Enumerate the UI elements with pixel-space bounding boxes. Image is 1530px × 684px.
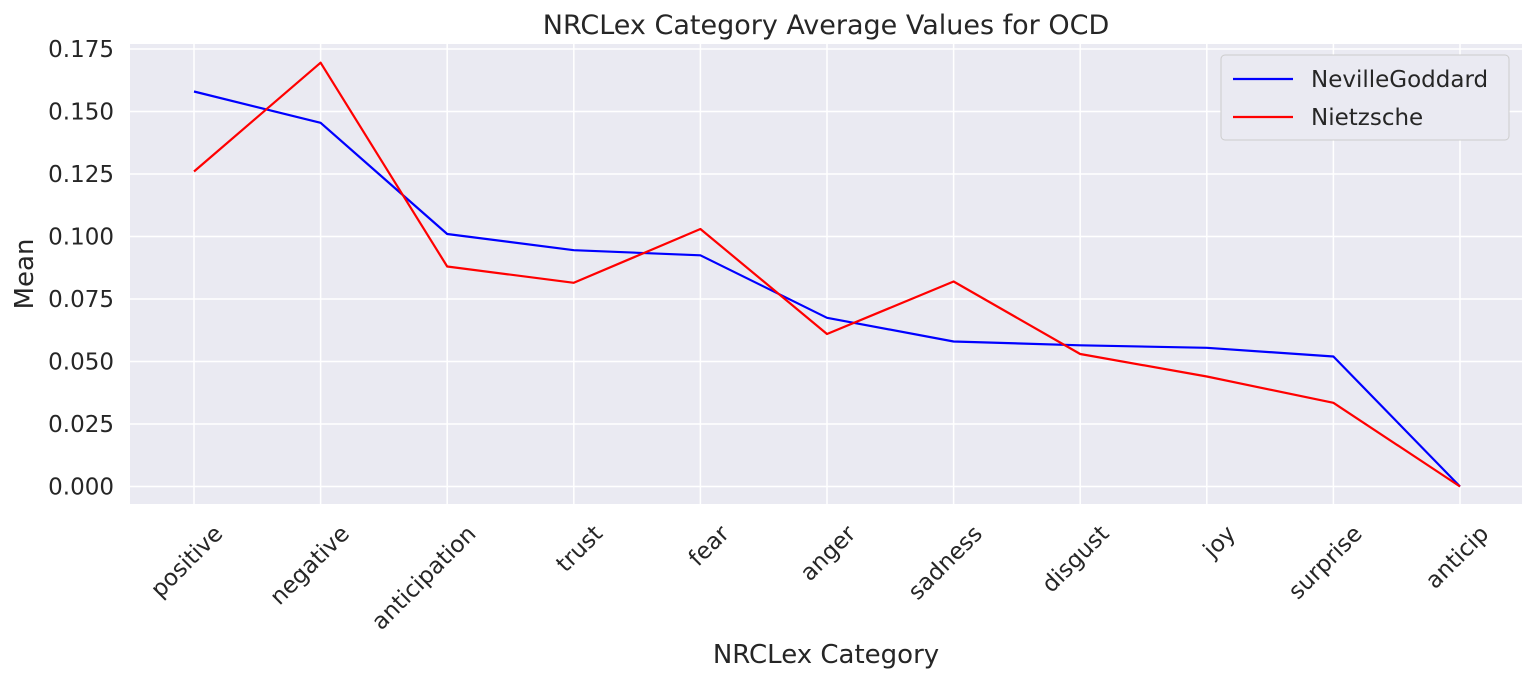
x-tick-label: anticip [1421, 521, 1494, 594]
y-axis-label: Mean [10, 239, 40, 310]
legend-label: NevilleGoddard [1311, 67, 1488, 93]
x-tick-label: trust [551, 521, 608, 578]
x-tick-label: positive [146, 521, 228, 603]
x-tick-label: fear [684, 520, 735, 571]
y-tick-label: 0.125 [48, 162, 114, 188]
x-tick-label: disgust [1037, 521, 1114, 598]
x-tick-label: anticipation [367, 521, 481, 635]
legend-label: Nietzsche [1311, 105, 1423, 131]
x-axis-label: NRCLex Category [713, 640, 939, 670]
x-tick-label: anger [796, 520, 862, 586]
y-tick-label: 0.050 [48, 350, 114, 376]
y-tick-label: 0.175 [48, 37, 114, 63]
y-tick-label: 0.100 [48, 225, 114, 251]
x-tick-label: surprise [1284, 521, 1368, 605]
y-tick-label: 0.025 [48, 412, 114, 438]
legend-frame [1220, 54, 1510, 141]
x-tick-label: negative [265, 521, 355, 611]
series-lines [193, 61, 1461, 488]
y-tick-label: 0.150 [48, 100, 114, 126]
y-tick-label: 0.000 [48, 475, 114, 501]
x-tick-label: joy [1198, 521, 1241, 564]
grid [130, 44, 1522, 504]
y-axis-ticks: 0.000 0.025 0.050 0.075 0.100 0.125 0.150 0.175 [48, 37, 114, 501]
chart-title: NRCLex Category Average Values for OCD [543, 10, 1110, 41]
series-line [193, 61, 1461, 488]
x-axis-ticks: positive negative anticipation trust fear ang… [146, 520, 1494, 635]
legend: NevilleGoddard Nietzsche [1220, 54, 1510, 141]
y-tick-label: 0.075 [48, 287, 114, 313]
x-tick-label: sadness [903, 521, 987, 605]
